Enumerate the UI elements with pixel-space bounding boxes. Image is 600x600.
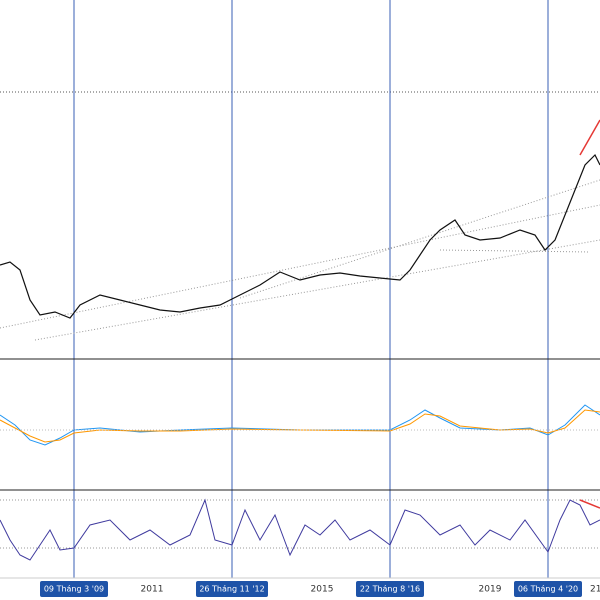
label-box [196,581,268,597]
rsi-line [0,498,600,561]
trend-line [579,119,600,156]
highlight-label: 06 Tháng 4 '20 [518,585,578,594]
highlight-label: 26 Tháng 11 '12 [199,585,264,594]
highlight-label: 09 Tháng 3 '09 [44,585,104,594]
price-line [0,153,600,319]
label-box [40,581,108,597]
x-label: 2011 [141,585,164,595]
rsi-trend [579,499,600,509]
vertical-markers [73,0,549,578]
highlight-label: 22 Tháng 8 '16 [360,585,420,594]
highlight-labels: 09 Tháng 3 '09 26 Tháng 11 '12 22 Tháng … [40,581,582,597]
channel-lines [0,179,600,341]
label-box [514,581,582,597]
x-label: 21 [590,585,600,595]
x-label: 2019 [479,585,502,595]
label-box [356,581,424,597]
x-label: 2015 [311,585,334,595]
